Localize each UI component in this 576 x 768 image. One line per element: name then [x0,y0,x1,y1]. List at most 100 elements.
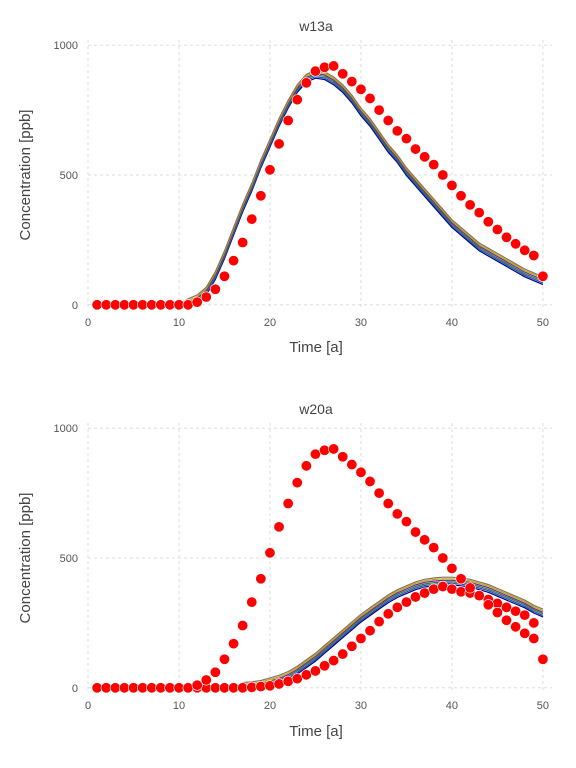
simulation-line [97,71,544,306]
data-point [291,94,303,106]
data-point [455,573,467,585]
data-point [446,179,458,191]
data-point [264,680,276,692]
simulation-line [97,75,544,306]
data-point [200,291,212,303]
data-point [282,114,294,126]
x-tick-label: 40 [446,317,458,329]
data-point [200,674,212,686]
data-point [410,526,422,538]
data-point [501,601,513,613]
data-point [291,673,303,685]
data-point [419,151,431,163]
data-point [346,459,358,471]
data-point [328,655,340,667]
data-point [501,231,513,243]
data-point [337,648,349,660]
data-point [528,617,540,629]
data-point [319,444,331,456]
y-axis-title: Concentration [ppb] [17,493,34,624]
data-point [355,83,367,95]
data-point [218,270,230,282]
simulation-line [97,77,544,306]
data-point [191,679,203,691]
x-tick-label: 30 [355,317,367,329]
data-point [209,666,221,678]
x-tick-label: 20 [264,317,276,329]
data-point [209,283,221,295]
data-point [273,138,285,150]
data-point [346,640,358,652]
data-point [382,114,394,126]
data-point [373,487,385,499]
data-point [237,619,249,631]
data-point [182,299,194,311]
data-point [437,552,449,564]
y-tick-label: 1000 [54,40,78,52]
x-axis-title: Time [a] [289,339,343,356]
data-point [191,296,203,308]
data-point [501,614,513,626]
x-tick-label: 30 [355,700,367,712]
data-point [519,627,531,639]
data-point [400,133,412,145]
x-tick-label: 40 [446,700,458,712]
data-point [309,448,321,460]
simulation-line [97,74,544,306]
data-point [419,534,431,546]
data-point [228,638,240,650]
data-point [455,190,467,202]
data-point [273,678,285,690]
data-point [391,125,403,137]
data-point [473,590,485,602]
y-tick-label: 1000 [54,423,78,435]
data-point [309,665,321,677]
y-tick-label: 500 [60,553,78,565]
data-point [410,143,422,155]
data-point [391,601,403,613]
data-point [373,104,385,116]
data-point [510,605,522,617]
data-point [446,562,458,574]
data-point [218,653,230,665]
data-point [382,608,394,620]
x-tick-label: 0 [85,317,91,329]
data-point [282,675,294,687]
data-point [328,60,340,72]
data-point [519,609,531,621]
data-point [382,497,394,509]
data-point [400,596,412,608]
data-point [319,660,331,672]
data-point [519,244,531,256]
data-point [510,238,522,250]
data-point [264,164,276,176]
data-point [464,199,476,211]
simulation-line [97,69,544,306]
data-point [537,653,549,665]
data-point [228,255,240,267]
data-point [428,159,440,171]
data-point [355,632,367,644]
data-point [246,596,258,608]
data-point [246,213,258,225]
data-point [482,599,494,611]
data-point [237,237,249,249]
data-point [510,621,522,633]
chart-title: w13a [298,18,333,34]
data-point [282,497,294,509]
data-point [528,249,540,261]
data-point [355,466,367,478]
data-point [491,607,503,619]
data-point [437,169,449,181]
chart-panel-2: w20a Time [a] Concentration [ppb] 0 10 20 3… [17,401,552,740]
data-point [428,542,440,554]
y-axis-title: Concentration [ppb] [17,110,34,241]
data-point [373,616,385,628]
data-point [328,443,340,455]
data-point [428,583,440,595]
x-tick-label: 10 [173,317,185,329]
data-point [482,216,494,228]
